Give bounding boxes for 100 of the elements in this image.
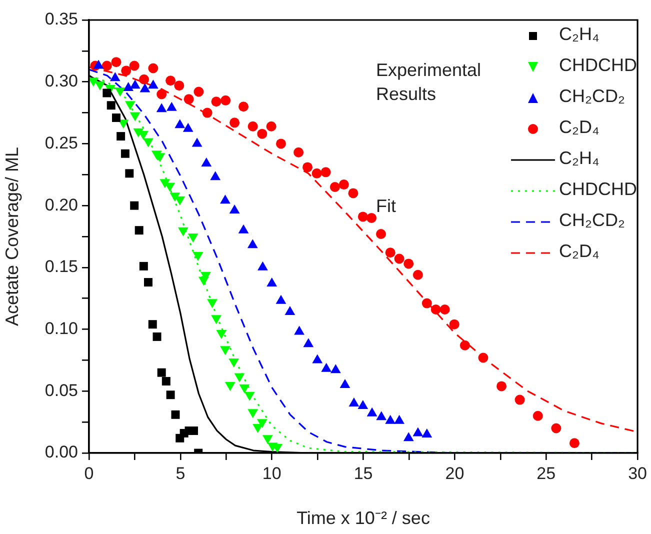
point [404,258,414,269]
point [162,377,170,386]
point [184,94,194,104]
point [157,368,166,377]
y-tick-label: 0.00 [44,442,78,462]
point [156,103,167,112]
point [330,364,341,374]
point [569,438,580,448]
point [303,338,314,348]
point [394,414,404,424]
point [284,306,296,315]
point [182,122,194,132]
x-tick-label: 30 [628,464,648,483]
point [238,224,249,234]
point [148,63,158,74]
annotation: Experimental Results [376,59,482,106]
point [478,352,488,363]
point [156,89,167,100]
y-tick-label: 0.20 [44,195,78,214]
point [385,248,396,258]
point [102,88,112,98]
point [266,121,276,132]
point [551,423,562,434]
y-tick-label: 0.25 [44,133,78,152]
legend-label: C₂H₄ [559,147,600,170]
point [294,326,304,335]
point [130,201,139,210]
point [123,82,134,92]
point [166,390,175,400]
point [190,426,198,435]
point [412,270,423,280]
point [210,171,221,180]
x-axis-title: Time x 10⁻² / sec [296,508,430,528]
point [111,57,122,68]
point [166,76,176,86]
point [120,149,130,158]
point [449,319,460,330]
point [320,167,331,178]
point [330,182,340,192]
point [192,138,202,147]
point [514,394,525,405]
point [266,278,278,287]
annotation: Fit [376,195,397,218]
point [134,226,144,235]
point [144,278,152,287]
point [220,194,230,204]
point [366,407,378,416]
legend-label: CHDCHD [559,178,637,201]
point [276,294,286,304]
point [358,400,368,409]
x-tick-label: 10 [262,464,282,483]
legend-label: C₂H₄ [559,23,600,46]
point [174,119,186,128]
point [174,80,184,91]
point [358,212,368,222]
y-tick-label: 0.35 [44,10,78,29]
point [376,411,387,420]
legend-label: CH₂CD₂ [559,209,626,232]
y-tick-label: 0.10 [44,318,78,338]
point [229,204,240,214]
x-tick-label: 25 [536,464,556,483]
point [338,180,349,190]
x-tick-label: 0 [84,464,94,483]
point [258,261,268,270]
y-tick-label: 0.15 [44,257,78,276]
x-tick-label: 15 [354,464,373,483]
point [130,80,140,89]
point [238,102,249,112]
point [139,262,148,270]
point [366,212,376,223]
point [110,72,120,82]
point [211,96,222,107]
y-tick-label: 0.30 [44,72,78,91]
point [376,229,386,240]
point [394,254,404,264]
point [248,121,258,132]
point [148,320,157,329]
point [312,354,323,364]
legend-label: C₂D₄ [559,116,600,139]
point [422,298,432,308]
point [106,101,116,110]
point [340,378,350,388]
x-tick-label: 5 [176,464,186,483]
point [302,162,313,172]
point [460,340,470,350]
point [121,66,132,76]
point [139,74,150,84]
point [276,138,286,149]
point [348,398,360,407]
point [140,83,150,92]
point [230,118,240,128]
point [220,95,231,106]
point [171,410,180,419]
point [348,188,358,198]
point [201,158,212,167]
point [194,86,204,97]
point [93,60,104,69]
point [532,410,543,421]
point [166,102,177,111]
point [440,304,450,314]
